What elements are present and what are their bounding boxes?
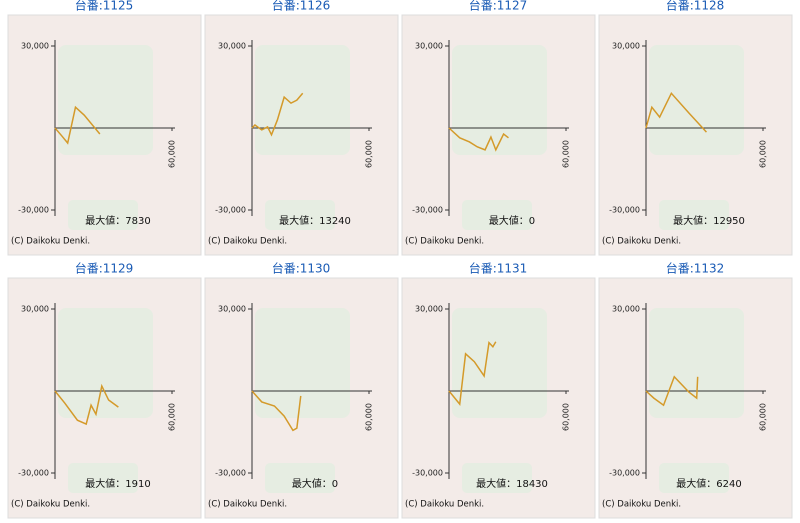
line xyxy=(645,375,699,407)
source: (C) Daikoku Denki. xyxy=(11,500,90,510)
panel-decoration xyxy=(659,463,729,493)
annotation: 最大値：0 xyxy=(489,214,535,227)
y-tick-label: -30,000 xyxy=(18,206,49,215)
line xyxy=(448,127,509,152)
line xyxy=(448,340,497,406)
line xyxy=(251,92,304,137)
x-tick-label: 60,000 xyxy=(365,140,374,168)
y-tick-label: 30,000 xyxy=(21,42,49,51)
panel-decoration xyxy=(462,463,532,493)
line xyxy=(251,390,302,432)
annotation: 最大値：6240 xyxy=(676,477,741,490)
annotation: 最大値：13240 xyxy=(279,214,351,227)
x-tick-label: 60,000 xyxy=(759,140,768,168)
y-tick-label: 30,000 xyxy=(415,305,443,314)
annotation: 最大値：18430 xyxy=(476,477,548,490)
y-tick-label: -30,000 xyxy=(609,469,640,478)
panel-decoration xyxy=(68,200,138,230)
source: (C) Daikoku Denki. xyxy=(11,237,90,247)
y-tick-label: -30,000 xyxy=(412,206,443,215)
chart-title: 台番:1130 xyxy=(272,261,331,276)
source: (C) Daikoku Denki. xyxy=(405,500,484,510)
panel-decoration xyxy=(452,45,547,155)
chart-title: 台番:1132 xyxy=(666,261,725,276)
panel-decoration xyxy=(265,463,335,493)
y-tick-label: -30,000 xyxy=(412,469,443,478)
y-tick-label: 30,000 xyxy=(612,305,640,314)
line xyxy=(54,105,101,145)
panel-decoration xyxy=(58,45,153,155)
source: (C) Daikoku Denki. xyxy=(405,237,484,247)
annotation: 最大値：7830 xyxy=(85,214,150,227)
x-tick-label: 60,000 xyxy=(562,140,571,168)
chart-title: 台番:1126 xyxy=(272,0,331,13)
y-tick-label: 30,000 xyxy=(218,305,246,314)
panel-decoration xyxy=(452,308,547,418)
x-tick-label: 60,000 xyxy=(759,403,768,431)
annotation: 最大値：0 xyxy=(292,477,338,490)
source: (C) Daikoku Denki. xyxy=(208,500,287,510)
y-tick-label: 30,000 xyxy=(21,305,49,314)
source: (C) Daikoku Denki. xyxy=(208,237,287,247)
source: (C) Daikoku Denki. xyxy=(602,500,681,510)
panel-decoration xyxy=(58,308,153,418)
y-tick-label: -30,000 xyxy=(215,469,246,478)
panel-decoration xyxy=(255,308,350,418)
panel-decoration xyxy=(265,200,335,230)
y-tick-label: 30,000 xyxy=(415,42,443,51)
line xyxy=(645,91,708,133)
panel-decoration xyxy=(255,45,350,155)
panel-decoration xyxy=(659,200,729,230)
y-tick-label: -30,000 xyxy=(18,469,49,478)
x-tick-label: 60,000 xyxy=(562,403,571,431)
x-tick-label: 60,000 xyxy=(365,403,374,431)
chart-title: 台番:1131 xyxy=(469,261,528,276)
source: (C) Daikoku Denki. xyxy=(602,237,681,247)
y-tick-label: -30,000 xyxy=(215,206,246,215)
panel-decoration xyxy=(649,45,744,155)
annotation: 最大値：12950 xyxy=(673,214,745,227)
x-tick-label: 60,000 xyxy=(168,140,177,168)
panel-decoration xyxy=(462,200,532,230)
y-tick-label: 30,000 xyxy=(612,42,640,51)
panel-decoration xyxy=(68,463,138,493)
panel-decoration xyxy=(649,308,744,418)
y-tick-label: -30,000 xyxy=(609,206,640,215)
annotation: 最大値：1910 xyxy=(85,477,150,490)
chart-title: 台番:1125 xyxy=(75,0,134,13)
chart-title: 台番:1129 xyxy=(75,261,134,276)
line xyxy=(54,383,119,426)
chart-title: 台番:1127 xyxy=(469,0,528,13)
y-tick-label: 30,000 xyxy=(218,42,246,51)
x-tick-label: 60,000 xyxy=(168,403,177,431)
chart-title: 台番:1128 xyxy=(666,0,725,13)
